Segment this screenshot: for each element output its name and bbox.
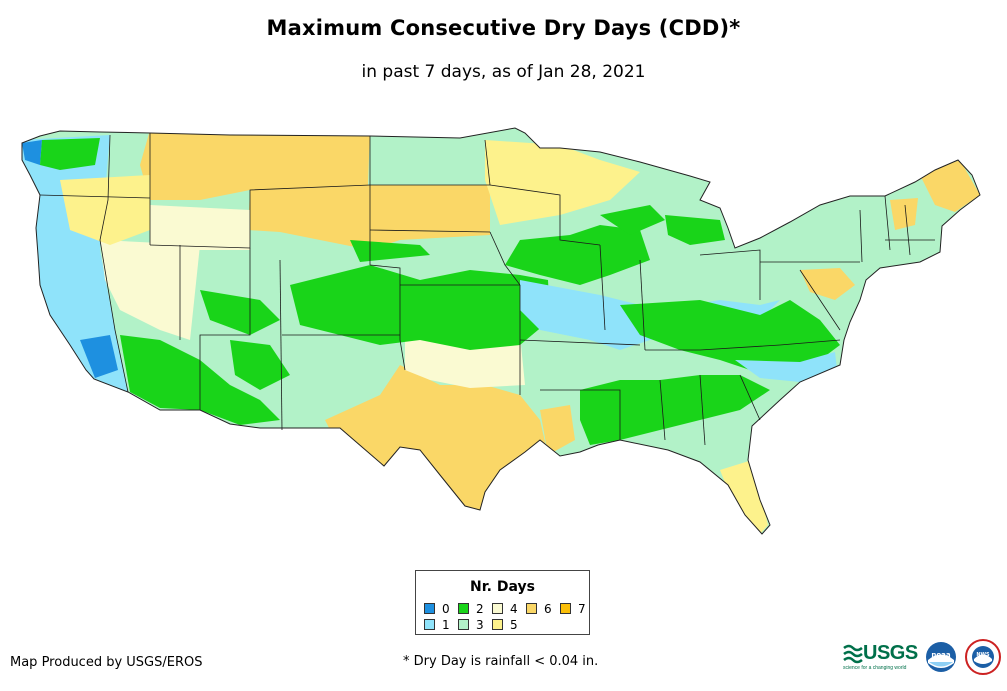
- noaa-text: noaa: [931, 651, 951, 659]
- agency-logos: USGS science for a changing world noaa N…: [843, 638, 1005, 680]
- legend-swatch-6: [526, 603, 537, 614]
- legend-label-3: 3: [476, 618, 484, 632]
- usgs-logo: USGS: [863, 642, 918, 664]
- legend-label-7: 7: [578, 602, 586, 616]
- map-title: Maximum Consecutive Dry Days (CDD)*: [266, 16, 741, 40]
- legend-label-6: 6: [544, 602, 552, 616]
- legend-label-1: 1: [442, 618, 450, 632]
- legend-swatch-5: [492, 619, 503, 630]
- noaa-logo-icon: noaa: [926, 642, 956, 672]
- cdd-shading: [22, 128, 980, 534]
- legend-swatch-0: [424, 603, 435, 614]
- legend-label-5: 5: [510, 618, 518, 632]
- legend-swatch-4: [492, 603, 503, 614]
- map-subtitle: in past 7 days, as of Jan 28, 2021: [361, 62, 646, 82]
- nws-logo-icon: NWS: [965, 639, 1001, 675]
- state-boundaries: [39, 133, 935, 446]
- legend-title: Nr. Days: [470, 579, 535, 595]
- legend-label-4: 4: [510, 602, 518, 616]
- legend-label-2: 2: [476, 602, 484, 616]
- dry-day-footnote: * Dry Day is rainfall < 0.04 in.: [403, 654, 599, 669]
- legend-swatch-3: [458, 619, 469, 630]
- legend-swatch-2: [458, 603, 469, 614]
- legend-swatch-7: [560, 603, 571, 614]
- legend-label-0: 0: [442, 602, 450, 616]
- legend-swatch-1: [424, 619, 435, 630]
- nws-text: NWS: [976, 652, 990, 658]
- produced-by-credit: Map Produced by USGS/EROS: [10, 655, 203, 670]
- legend: Nr. Days 0 1 2 3 4 5 6 7: [415, 570, 590, 635]
- us-cdd-map: [21, 127, 981, 535]
- usgs-wave-icon: [843, 644, 863, 664]
- usgs-tagline: science for a changing world: [843, 665, 907, 671]
